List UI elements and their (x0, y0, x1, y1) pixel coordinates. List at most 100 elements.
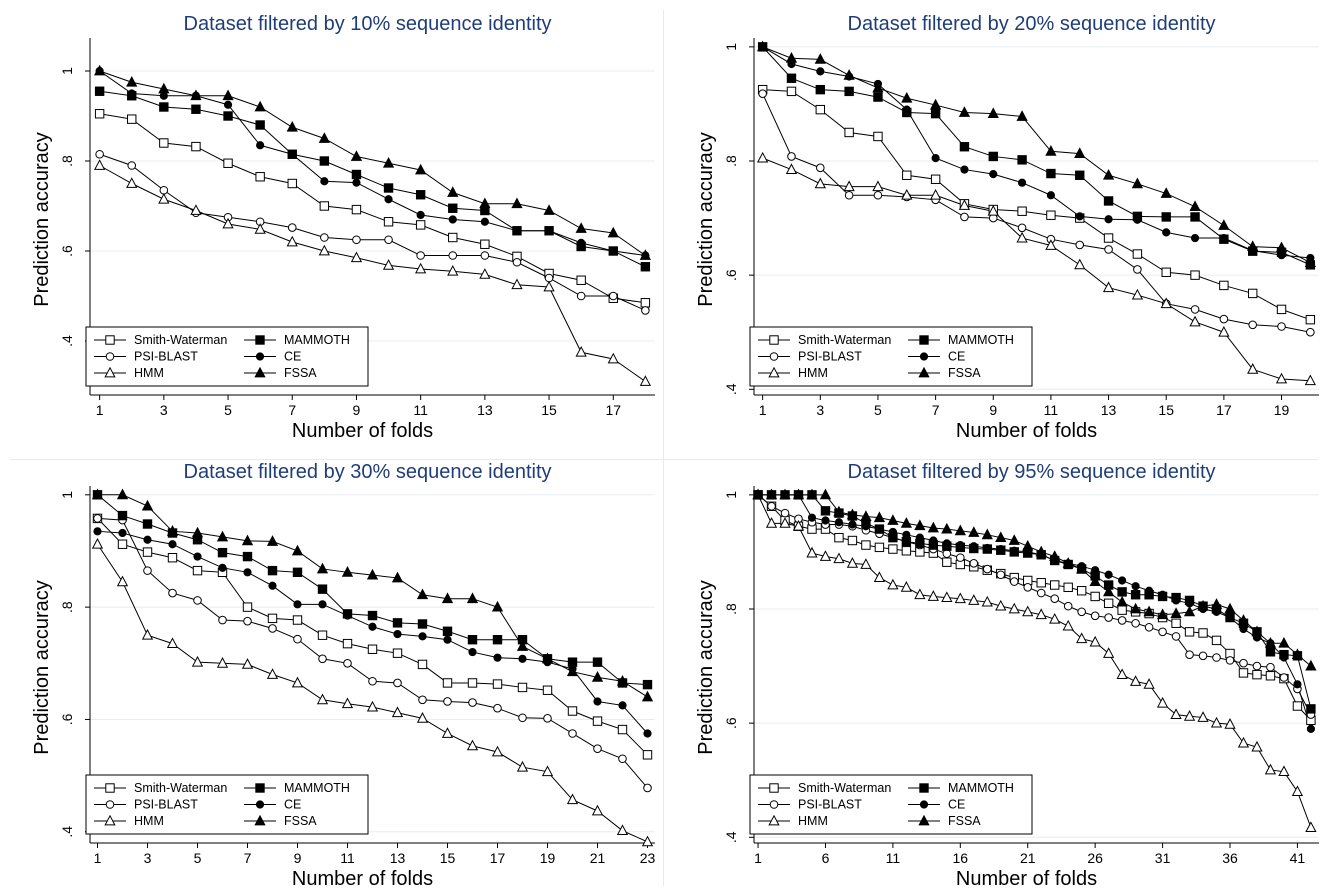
data-point-psi (468, 698, 477, 707)
panel-divider-vertical (663, 10, 664, 886)
data-point-psi (1277, 322, 1286, 331)
data-point-mam (642, 679, 653, 690)
data-point-sw (415, 220, 426, 230)
data-point-mam (319, 156, 330, 166)
data-point-psi (1185, 650, 1194, 659)
y-tick-label: .4 (723, 383, 739, 395)
data-point-ce (143, 535, 152, 544)
data-point-ce (1118, 576, 1127, 585)
x-tick-label: 23 (640, 850, 656, 866)
data-point-hmm (1197, 711, 1209, 722)
data-point-hmm (241, 658, 254, 669)
x-tick-label: 26 (1087, 850, 1103, 866)
legend-marker-ce (255, 800, 265, 809)
data-point-sw (1238, 668, 1249, 678)
y-tick-label: .8 (723, 603, 739, 615)
data-point-hmm (291, 676, 304, 688)
data-point-fssa (1189, 200, 1201, 212)
legend-label-mam: MAMMOTH (948, 333, 1014, 347)
data-point-mam (367, 610, 378, 621)
data-point-fssa (616, 674, 629, 686)
data-point-hmm (190, 204, 202, 215)
data-point-fssa (641, 690, 654, 702)
series-line-fssa (99, 70, 646, 256)
data-point-ce (320, 177, 329, 186)
data-point-psi (448, 251, 458, 260)
data-point-psi (193, 596, 202, 605)
legend-marker-sw (769, 335, 779, 345)
series-line-psi (99, 153, 646, 311)
data-point-sw (1050, 580, 1060, 590)
data-point-ce (493, 653, 502, 662)
data-point-mam (592, 657, 603, 667)
data-point-fssa (1224, 602, 1236, 614)
x-tick-label: 19 (540, 850, 556, 866)
data-point-hmm (1045, 239, 1057, 250)
y-tick-label: 1 (59, 67, 75, 75)
data-point-hmm (639, 375, 651, 386)
y-axis-label: Prediction accuracy (695, 580, 717, 755)
data-point-ce (480, 217, 489, 226)
data-point-fssa (1304, 256, 1316, 267)
data-point-mam (142, 519, 153, 529)
data-point-psi (218, 615, 227, 625)
data-point-ce (996, 544, 1005, 554)
data-point-sw (1276, 304, 1287, 315)
data-point-ce (942, 539, 951, 548)
chart-title: Dataset filtered by 20% sequence identit… (848, 13, 1216, 35)
data-point-sw (834, 532, 844, 543)
data-point-psi (1266, 662, 1275, 672)
data-point-fssa (846, 508, 859, 520)
series-markers-mam (92, 490, 653, 690)
data-point-hmm (415, 262, 427, 274)
data-point-ce (888, 527, 897, 537)
data-point-hmm (350, 251, 363, 263)
data-point-sw (242, 602, 253, 612)
gridlines (90, 70, 655, 342)
x-tick-label: 3 (816, 402, 824, 418)
data-point-psi (1306, 327, 1315, 337)
data-point-psi (1036, 588, 1046, 598)
legend-marker-fssa (918, 366, 930, 378)
x-tick-label: 1 (754, 850, 762, 866)
data-point-ce (821, 516, 830, 525)
data-point-ce (1104, 215, 1113, 224)
series-markers-sw (757, 84, 1316, 325)
data-point-hmm (1156, 696, 1169, 708)
x-tick-label: 13 (477, 402, 493, 418)
data-point-hmm (954, 592, 966, 604)
legend-label-sw: Smith-Waterman (798, 781, 891, 795)
legend-marker-mam (919, 783, 929, 793)
data-point-hmm (116, 575, 129, 587)
data-point-hmm (491, 745, 504, 757)
data-point-ce (93, 527, 102, 536)
x-tick-label: 17 (490, 850, 506, 866)
data-point-fssa (222, 89, 234, 101)
data-point-psi (1171, 632, 1181, 641)
data-point-psi (1190, 305, 1200, 314)
data-point-ce (915, 533, 924, 542)
data-point-psi (568, 729, 577, 738)
data-point-sw (1184, 627, 1195, 637)
data-point-sw (267, 613, 278, 624)
data-point-sw (492, 679, 503, 689)
data-point-hmm (1049, 613, 1061, 624)
legend-label-fssa: FSSA (284, 814, 317, 828)
data-point-hmm (1089, 635, 1101, 647)
legend-marker-ce (919, 352, 929, 361)
data-point-ce (1162, 228, 1171, 237)
data-point-fssa (166, 525, 179, 536)
y-tick-label: .4 (59, 335, 75, 347)
data-point-fssa (591, 671, 604, 682)
data-point-psi (1225, 656, 1235, 665)
data-point-hmm (1237, 736, 1250, 748)
data-point-ce (1158, 590, 1167, 599)
data-point-hmm (543, 280, 555, 292)
legend-label-sw: Smith-Waterman (798, 333, 891, 347)
data-point-fssa (341, 566, 354, 577)
x-tick-label: 9 (353, 402, 361, 418)
data-point-sw (1103, 233, 1114, 243)
data-point-fssa (873, 511, 886, 523)
data-point-sw (367, 644, 378, 654)
data-point-fssa (1305, 659, 1317, 671)
